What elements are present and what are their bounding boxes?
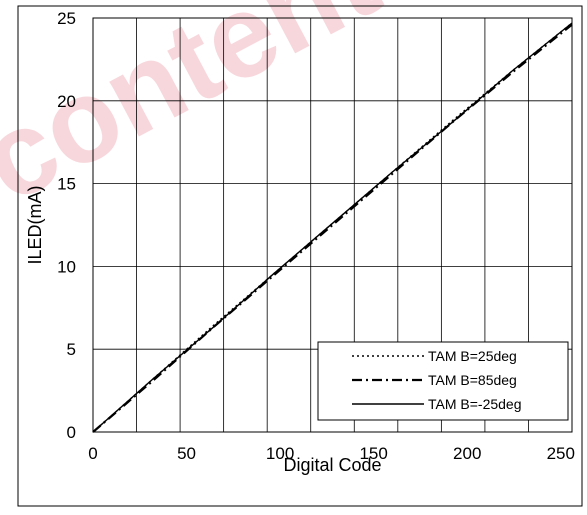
legend-label: TAM B=25deg <box>428 348 517 364</box>
series-line-2 <box>92 23 573 433</box>
x-tick-label: 200 <box>453 444 481 463</box>
x-tick-label: 50 <box>177 444 196 463</box>
x-tick-label: 100 <box>266 444 294 463</box>
y-tick-label: 25 <box>57 9 76 28</box>
series-group <box>92 22 573 433</box>
y-tick-label: 0 <box>67 423 76 442</box>
tick-labels: 0 50 100 150 200 250 0 5 10 15 20 25 <box>57 9 575 463</box>
x-tick-label: 0 <box>88 444 97 463</box>
x-tick-label: 250 <box>547 444 575 463</box>
legend-label: TAM B=-25deg <box>428 396 522 412</box>
x-tick-label: 150 <box>359 444 387 463</box>
figure-border <box>17 5 583 507</box>
legend-label: TAM B=85deg <box>428 372 517 388</box>
y-tick-label: 10 <box>57 257 76 276</box>
y-tick-label: 15 <box>57 175 76 194</box>
y-axis-label: ILED(mA) <box>25 185 45 264</box>
y-tick-label: 20 <box>57 92 76 111</box>
watermark: content <box>0 0 398 228</box>
series-line-3 <box>92 22 573 433</box>
y-tick-label: 5 <box>67 340 76 359</box>
x-axis-label: Digital Code <box>283 455 381 475</box>
legend: TAM B=25deg TAM B=85deg TAM B=-25deg <box>317 341 569 421</box>
plot-frame <box>92 17 573 433</box>
watermark-text: content <box>0 0 398 228</box>
